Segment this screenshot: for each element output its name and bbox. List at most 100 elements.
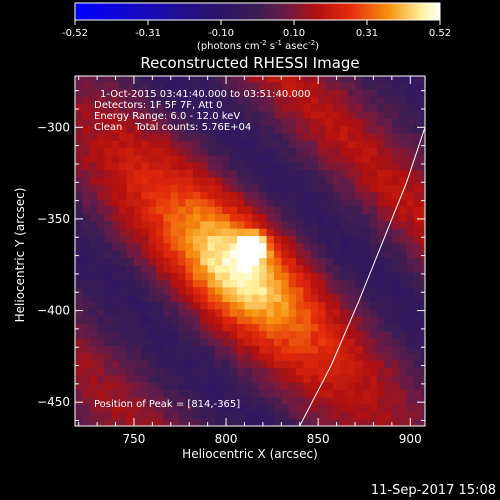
heatmap-cell xyxy=(104,191,113,200)
heatmap-cell xyxy=(347,206,356,215)
heatmap-cell xyxy=(97,228,106,237)
heatmap-cell xyxy=(89,88,98,97)
heatmap-cell xyxy=(259,374,268,383)
heatmap-cell xyxy=(288,184,297,193)
heatmap-cell xyxy=(281,404,290,412)
heatmap-cell xyxy=(133,162,142,171)
heatmap-cell xyxy=(244,169,253,178)
heatmap-cell xyxy=(288,191,297,200)
heatmap-cell xyxy=(325,206,334,215)
heatmap-cell xyxy=(421,330,425,339)
heatmap-cell xyxy=(192,213,201,222)
heatmap-cell xyxy=(222,242,231,251)
heatmap-cell xyxy=(156,352,165,361)
heatmap-cell xyxy=(119,125,128,134)
footer-timestamp: 11-Sep-2017 15:08 xyxy=(371,483,496,498)
heatmap-cell xyxy=(340,198,349,207)
heatmap-cell xyxy=(82,169,91,178)
heatmap-cell xyxy=(332,191,341,200)
heatmap-cell xyxy=(97,206,106,215)
heatmap-cell xyxy=(126,176,135,185)
heatmap-cell xyxy=(296,294,305,302)
heatmap-cell xyxy=(104,338,113,346)
heatmap-cell xyxy=(259,411,268,420)
heatmap-cell xyxy=(259,382,268,390)
heatmap-cell xyxy=(178,206,187,215)
heatmap-cell xyxy=(104,147,113,156)
heatmap-cell xyxy=(163,330,172,339)
heatmap-cell xyxy=(251,76,260,83)
heatmap-cell xyxy=(192,257,201,266)
heatmap-cell xyxy=(244,367,253,376)
heatmap-cell xyxy=(178,81,187,90)
heatmap-cell xyxy=(281,162,290,171)
heatmap-cell xyxy=(89,360,98,368)
heatmap-cell xyxy=(303,220,312,229)
heatmap-cell xyxy=(369,250,378,259)
heatmap-cell xyxy=(273,103,282,112)
heatmap-cell xyxy=(303,301,312,310)
heatmap-cell xyxy=(325,132,334,141)
heatmap-cell xyxy=(310,213,319,222)
heatmap-cell xyxy=(207,360,216,368)
heatmap-cell xyxy=(126,76,135,83)
annotation-detectors: Detectors: 1F 5F 7F, Att 0 xyxy=(94,100,222,111)
heatmap-cell xyxy=(126,330,135,339)
heatmap-cell xyxy=(126,279,135,288)
heatmap-cell xyxy=(141,103,150,112)
heatmap-cell xyxy=(111,338,120,346)
heatmap-cell xyxy=(377,308,386,317)
heatmap-cell xyxy=(75,147,83,156)
heatmap-cell xyxy=(399,250,408,259)
heatmap-cell xyxy=(318,81,327,90)
heatmap-cell xyxy=(310,294,319,302)
heatmap-cell xyxy=(244,404,253,412)
heatmap-cell xyxy=(222,96,231,105)
heatmap-cell xyxy=(185,316,194,324)
heatmap-cell xyxy=(82,235,91,244)
heatmap-cell xyxy=(303,176,312,185)
heatmap-cell xyxy=(251,404,260,412)
heatmap-cell xyxy=(141,294,150,302)
heatmap-cell xyxy=(178,176,187,185)
heatmap-cell xyxy=(399,206,408,215)
heatmap-cell xyxy=(281,382,290,390)
heatmap-cell xyxy=(126,257,135,266)
heatmap-cell xyxy=(104,404,113,412)
heatmap-cell xyxy=(104,272,113,280)
heatmap-cell xyxy=(303,367,312,376)
heatmap-cell xyxy=(170,389,179,398)
heatmap-cell xyxy=(215,411,223,420)
heatmap-cell xyxy=(97,250,106,259)
heatmap-cell xyxy=(200,308,209,317)
heatmap-cell xyxy=(75,264,83,273)
heatmap-cell xyxy=(310,220,319,229)
heatmap-cell xyxy=(244,220,253,229)
heatmap-cell xyxy=(75,345,83,354)
heatmap-cell xyxy=(200,169,209,178)
heatmap-cell xyxy=(303,389,312,398)
heatmap-cell xyxy=(310,323,319,332)
heatmap-cell xyxy=(259,286,268,295)
heatmap-cell xyxy=(318,382,327,390)
heatmap-cell xyxy=(273,250,282,259)
heatmap-cell xyxy=(222,103,231,112)
heatmap-cell xyxy=(347,103,356,112)
heatmap-cell xyxy=(229,301,238,310)
heatmap-cell xyxy=(288,169,297,178)
heatmap-cell xyxy=(200,206,209,215)
heatmap-cell xyxy=(325,374,334,383)
heatmap-cell xyxy=(332,140,341,149)
heatmap-cell xyxy=(156,411,165,420)
heatmap-cell xyxy=(421,132,425,141)
heatmap-cell xyxy=(413,110,422,119)
heatmap-cell xyxy=(340,96,349,105)
heatmap-cell xyxy=(141,374,150,383)
heatmap-cell xyxy=(384,323,393,332)
heatmap-cell xyxy=(244,176,253,185)
heatmap-cell xyxy=(355,242,363,251)
heatmap-cell xyxy=(310,272,319,280)
heatmap-cell xyxy=(185,81,194,90)
heatmap-cell xyxy=(296,96,305,105)
heatmap-cell xyxy=(332,250,341,259)
